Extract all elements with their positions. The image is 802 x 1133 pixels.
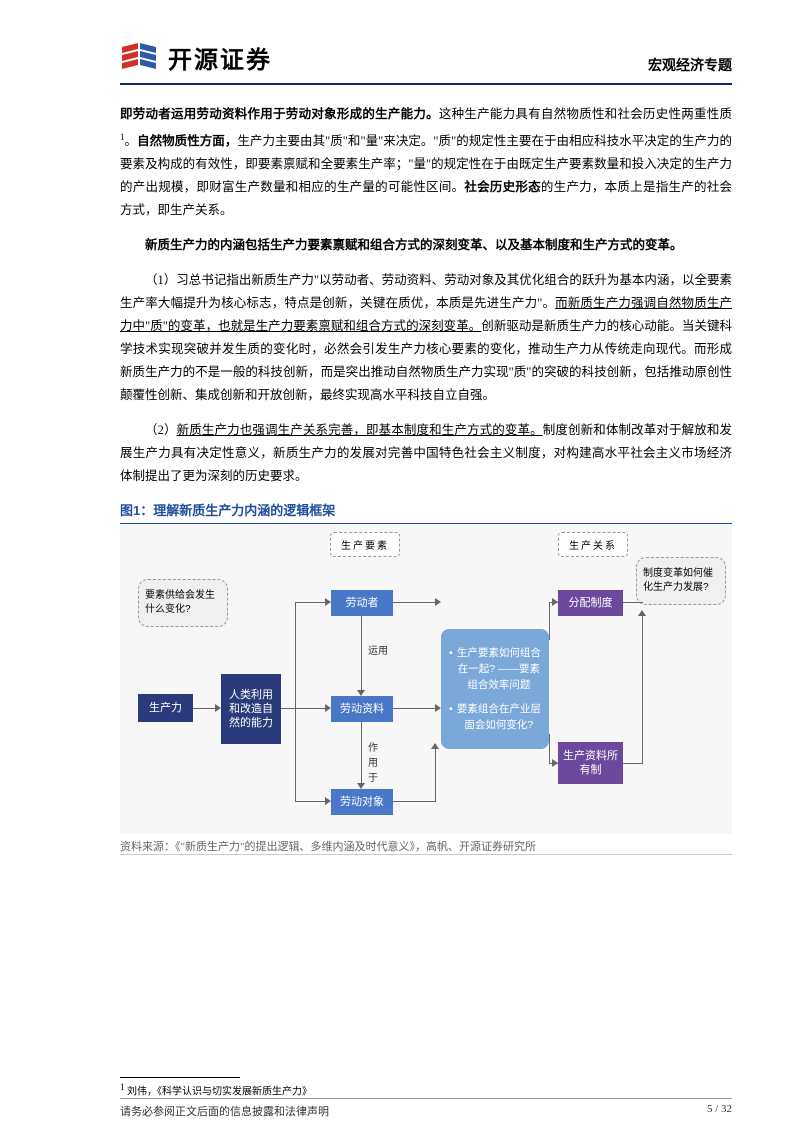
page-header: 开源证券 宏观经济专题 (120, 40, 732, 85)
box-lddx: 劳动对象 (331, 789, 393, 815)
box-scl: 生产力 (138, 694, 193, 722)
page-footer: 请务必参阅正文后面的信息披露和法律声明 5 / 32 (120, 1098, 732, 1119)
box-fpzd: 分配制度 (558, 590, 623, 616)
label-zyy: 作用于 (368, 739, 380, 784)
mid-b: 要素组合在产业层面会如何变化? (457, 701, 541, 733)
logo: 开源证券 (120, 40, 272, 75)
diagram-wrap: 生产要素 生产关系 要素供给会发生什么变化? 制度变革如何催化生产力发展? 生产… (120, 524, 732, 855)
paragraph-3: （1）习总书记指出新质生产力"以劳动者、劳动资料、劳动对象及其优化组合的跃升为基… (120, 269, 732, 407)
paragraph-1: 即劳动者运用劳动资料作用于劳动对象形成的生产能力。这种生产能力具有自然物质性和社… (120, 103, 732, 222)
footer-page-number: 5 / 32 (707, 1103, 732, 1119)
box-ability: 人类利用和改造自然的能力 (221, 674, 281, 744)
bubble-left: 要素供给会发生什么变化? (138, 579, 228, 627)
doc-type: 宏观经济专题 (648, 55, 732, 75)
figure-title: 图1：理解新质生产力内涵的逻辑框架 (120, 500, 732, 524)
bubble-right: 制度变革如何催化生产力发展? (636, 557, 726, 605)
mid-a: 生产要素如何组合在一起? ——要素组合效率问题 (457, 645, 541, 693)
box-ldzl: 劳动资料 (331, 696, 393, 722)
paragraph-2: 新质生产力的内涵包括生产力要素禀赋和组合方式的深刻变革、以及基本制度和生产方式的… (120, 234, 732, 257)
p1-f: 社会历史形态 (464, 180, 541, 194)
flow-diagram: 生产要素 生产关系 要素供给会发生什么变化? 制度变革如何催化生产力发展? 生产… (120, 524, 732, 834)
p1-b: 这种生产能力具有自然物质性和社会历史性两重性质 (439, 107, 732, 121)
paragraph-4: （2）新质生产力也强调生产关系完善，即基本制度和生产方式的变革。制度创新和体制改… (120, 419, 732, 488)
footnote-1: 1 刘伟，《科学认识与切实发展新质生产力》 (120, 1082, 732, 1097)
p1-c: 。 (125, 134, 138, 148)
box-ldz: 劳动者 (331, 590, 393, 616)
footnote-separator (120, 1077, 240, 1078)
fn-text: 刘伟，《科学认识与切实发展新质生产力》 (127, 1086, 312, 1097)
kaiyuan-logo-icon (120, 41, 160, 75)
footnote-area: 1 刘伟，《科学认识与切实发展新质生产力》 (120, 1077, 732, 1097)
p4-a: （2） (145, 423, 177, 437)
fn-num: 1 (120, 1082, 125, 1092)
p1-lead: 即劳动者运用劳动资料作用于劳动对象形成的生产能力。 (120, 107, 439, 121)
label-yy: 运用 (368, 642, 388, 657)
p4-b: 新质生产力也强调生产关系完善，即基本制度和生产方式的变革。 (177, 423, 543, 437)
box-sczl: 生产资料所有制 (558, 742, 623, 784)
top-label-elements: 生产要素 (330, 532, 400, 557)
mid-bubble: •生产要素如何组合在一起? ——要素组合效率问题 •要素组合在产业层面会如何变化… (441, 629, 549, 749)
footer-disclaimer: 请务必参阅正文后面的信息披露和法律声明 (120, 1103, 329, 1119)
top-label-relations: 生产关系 (558, 532, 628, 557)
p1-d: 自然物质性方面， (137, 134, 237, 148)
logo-text: 开源证券 (168, 40, 272, 75)
figure-source: 资料来源：《"新质生产力"的提出逻辑、多维内涵及时代意义》，高帆、开源证券研究所 (120, 836, 732, 854)
